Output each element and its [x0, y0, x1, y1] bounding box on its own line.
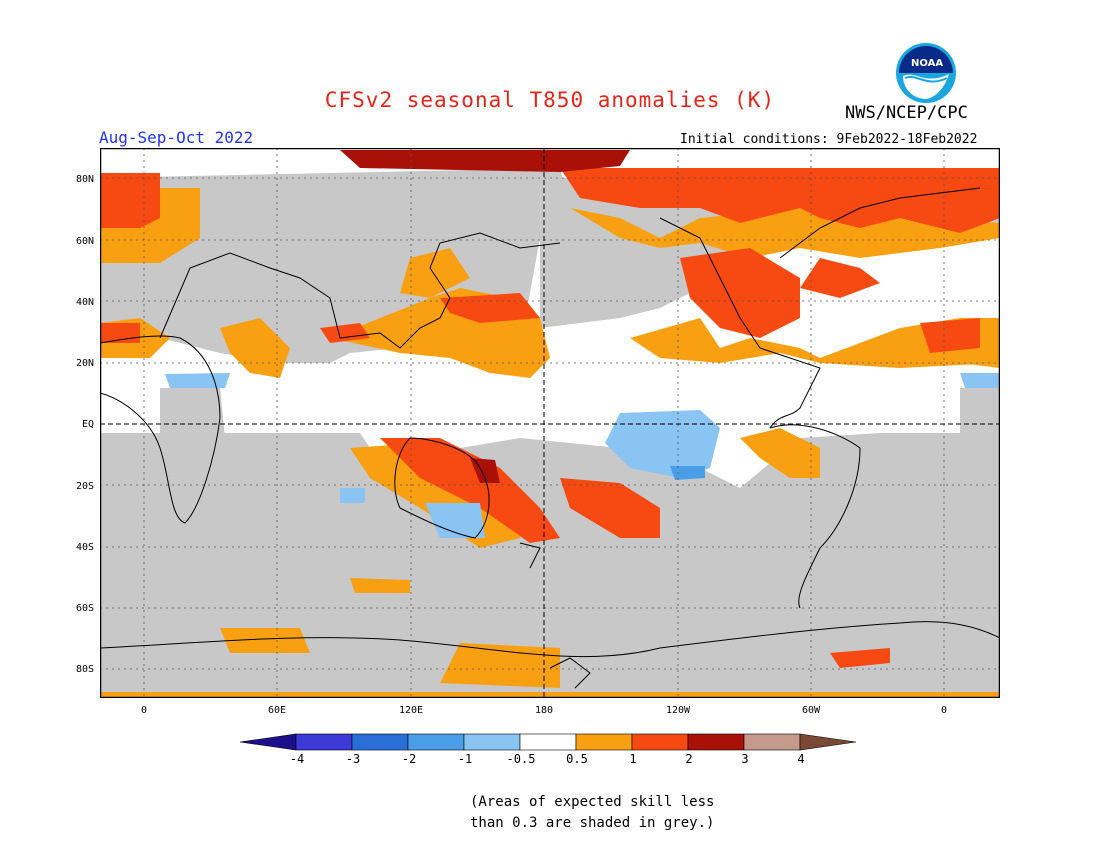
- noaa-logo: [896, 43, 956, 103]
- colorbar-cell: [575, 733, 633, 751]
- colorbar-label: -1: [457, 752, 473, 766]
- colorbar-label: -2: [401, 752, 417, 766]
- colorbar-cell: [799, 733, 857, 751]
- colorbar-label: 2: [685, 752, 693, 766]
- lat-label: 60S: [75, 603, 94, 614]
- skill-note-line: (Areas of expected skill less: [470, 794, 715, 810]
- lon-label: 60W: [801, 705, 821, 716]
- map-title: CFSv2 seasonal T850 anomalies (K): [324, 88, 776, 112]
- lat-label: 60N: [75, 236, 94, 247]
- skill-note-line: than 0.3 are shaded in grey.): [470, 815, 715, 831]
- lat-label: 20S: [75, 481, 94, 492]
- lon-label: 120E: [398, 705, 424, 716]
- lon-label: 120W: [665, 705, 691, 716]
- colorbar-label: -3: [345, 752, 361, 766]
- colorbar-cell: [240, 733, 297, 751]
- colorbar-cell: [463, 733, 521, 751]
- anomaly-neg-0p5-1-regions: [165, 373, 1000, 538]
- colorbar: [240, 733, 857, 751]
- colorbar-label: 3: [741, 752, 749, 766]
- lon-label: 180: [534, 705, 554, 716]
- colorbar-label: 1: [629, 752, 637, 766]
- skill-note: (Areas of expected skill less than 0.3 a…: [470, 792, 714, 834]
- colorbar-cell: [631, 733, 689, 751]
- map-frame: [100, 148, 1000, 698]
- colorbar-cell: [519, 733, 577, 751]
- initial-conditions-label: Initial conditions: 9Feb2022-18Feb2022: [680, 132, 978, 147]
- logo-text: NOAA: [911, 58, 944, 69]
- lon-label: 0: [940, 705, 948, 716]
- lat-label: 80N: [75, 174, 94, 185]
- lat-label: 80S: [75, 664, 94, 675]
- anomaly-neg-1-2-regions: [670, 466, 705, 480]
- lat-label: 20N: [75, 358, 94, 369]
- lat-label: 40N: [75, 297, 94, 308]
- colorbar-cell: [687, 733, 745, 751]
- colorbar-label: 0.5: [566, 752, 588, 766]
- anomaly-1-2-regions: [100, 168, 1000, 668]
- season-label: Aug-Sep-Oct 2022: [99, 128, 254, 147]
- colorbar-cell: [351, 733, 409, 751]
- organization-label: NWS/NCEP/CPC: [845, 103, 968, 123]
- colorbar-cell: [295, 733, 353, 751]
- colorbar-label: 4: [797, 752, 805, 766]
- lat-label: 40S: [75, 542, 94, 553]
- colorbar-label: -4: [289, 752, 305, 766]
- lat-label: EQ: [81, 419, 94, 430]
- lon-label: 0: [140, 705, 148, 716]
- colorbar-cell: [407, 733, 465, 751]
- colorbar-cell: [743, 733, 801, 751]
- anomaly-map: [100, 148, 1000, 698]
- lon-label: 60E: [267, 705, 287, 716]
- colorbar-label: -0.5: [506, 752, 536, 766]
- grid-lines: [100, 148, 1000, 698]
- coastlines: [100, 187, 1000, 689]
